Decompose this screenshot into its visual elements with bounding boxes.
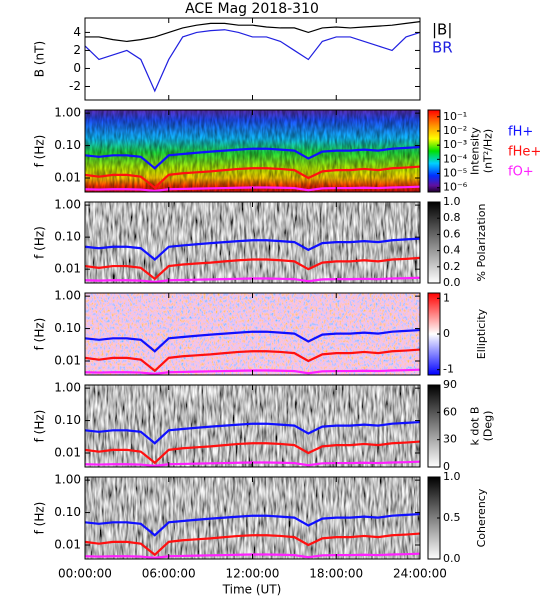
y-tick-label: 0.10 [54, 321, 81, 335]
series-line [84, 165, 421, 190]
plot-frame [84, 17, 421, 101]
colorbar-label: Ellipticity [475, 308, 488, 359]
series-line [84, 420, 421, 445]
y-tick-label: 4 [73, 25, 81, 39]
y-axis-label: f (Hz) [33, 318, 47, 351]
colorbar-tick-label: 90 [443, 378, 457, 391]
colorbar-tick-label: 10⁻² [443, 124, 467, 137]
x-axis-label: Time (UT) [222, 583, 282, 597]
y-axis-label: f (Hz) [33, 410, 47, 443]
colorbar-tick-label: 0.5 [443, 511, 461, 524]
colorbar-tick-label: 10⁻⁶ [443, 181, 468, 194]
y-tick-label: 0.10 [54, 413, 81, 427]
x-tick-label: 18:00:00 [309, 567, 363, 581]
colorbar-tick-label: 1.0 [443, 470, 461, 483]
colorbar-tick-label: 0 [443, 460, 450, 473]
y-tick-label: 0 [73, 61, 81, 75]
colorbar-label: (nT²/Hz) [482, 129, 495, 173]
x-tick-label: 00:00:00 [58, 567, 112, 581]
x-tick-label: 12:00:00 [226, 567, 280, 581]
legend-entry: |B| [432, 21, 452, 39]
colorbar-label: k dot B [469, 407, 482, 446]
colorbar-tick-label: -1 [443, 363, 454, 376]
y-tick-label: 0.10 [54, 230, 81, 244]
series-line [84, 29, 421, 93]
y-tick-label: 1.00 [54, 289, 81, 303]
colorbar-tick-label: 0 [443, 327, 450, 340]
series-line [84, 237, 421, 261]
colorbar-tick-label: 0.6 [443, 227, 461, 240]
colorbar-tick-label: 10⁻¹ [443, 110, 467, 123]
y-tick-label: 1.00 [54, 473, 81, 487]
y-tick-label: 2 [73, 43, 81, 57]
spectrogram-background [85, 477, 420, 559]
colorbar-label: (Deg) [482, 411, 495, 442]
series-line [84, 256, 421, 281]
y-tick-label: 1.00 [54, 106, 81, 120]
spectrogram-background [85, 293, 420, 375]
y-axis-label: f (Hz) [33, 502, 47, 535]
x-tick-label: 06:00:00 [142, 567, 196, 581]
y-tick-label: 0.01 [54, 353, 81, 367]
legend-entry: BR [432, 39, 453, 57]
colorbar-tick-label: 10⁻⁴ [443, 152, 468, 165]
colorbar-tick-label: 0.0 [443, 552, 461, 565]
colorbar-tick-label: 0.8 [443, 211, 461, 224]
y-tick-label: -2 [69, 79, 81, 93]
colorbar-label: Coherency [475, 488, 488, 547]
colorbar-label: % Polarization [475, 204, 488, 282]
series-line [84, 328, 421, 353]
x-tick-label: 24:00:00 [393, 567, 447, 581]
y-axis-label: f (Hz) [33, 226, 47, 259]
colorbar-tick-label: 0.4 [443, 244, 461, 257]
y-tick-label: 0.10 [54, 138, 81, 152]
series-line [84, 348, 421, 373]
colorbar [427, 109, 441, 193]
series-line [84, 440, 421, 465]
spectrogram-background [85, 385, 420, 467]
y-tick-label: 0.01 [54, 445, 81, 459]
colorbar [427, 384, 441, 468]
colorbar-label: Intensity [469, 127, 482, 175]
y-tick-label: 0.01 [54, 170, 81, 184]
y-tick-label: 1.00 [54, 198, 81, 212]
series-line [85, 21, 421, 43]
legend-entry: fH+ [508, 125, 533, 140]
y-tick-label: 0.01 [54, 262, 81, 276]
colorbar-tick-label: 1 [443, 291, 450, 304]
chart-title: ACE Mag 2018-310 [185, 1, 319, 17]
y-tick-label: 0.10 [54, 505, 81, 519]
colorbar-tick-label: 0.0 [443, 276, 461, 289]
colorbar-tick-label: 0.2 [443, 260, 461, 273]
colorbar-tick-label: 10⁻⁵ [443, 167, 467, 180]
y-tick-label: 1.00 [54, 381, 81, 395]
spectrogram-texture [85, 110, 420, 192]
y-axis-label: B (nT) [33, 41, 47, 77]
spectrogram-background [85, 202, 420, 283]
series-line [84, 145, 421, 170]
y-axis-label: f (Hz) [33, 135, 47, 168]
legend-entry: fHe+ [508, 145, 541, 160]
colorbar [427, 201, 441, 284]
y-tick-label: 0.01 [54, 537, 81, 551]
colorbar-tick-label: 10⁻³ [443, 138, 467, 151]
series-line [84, 512, 421, 537]
colorbar-tick-label: 60 [443, 405, 457, 418]
legend-entry: fO+ [508, 165, 534, 180]
colorbar-tick-label: 30 [443, 433, 457, 446]
series-line [84, 532, 421, 557]
colorbar-tick-label: 1.0 [443, 195, 461, 208]
